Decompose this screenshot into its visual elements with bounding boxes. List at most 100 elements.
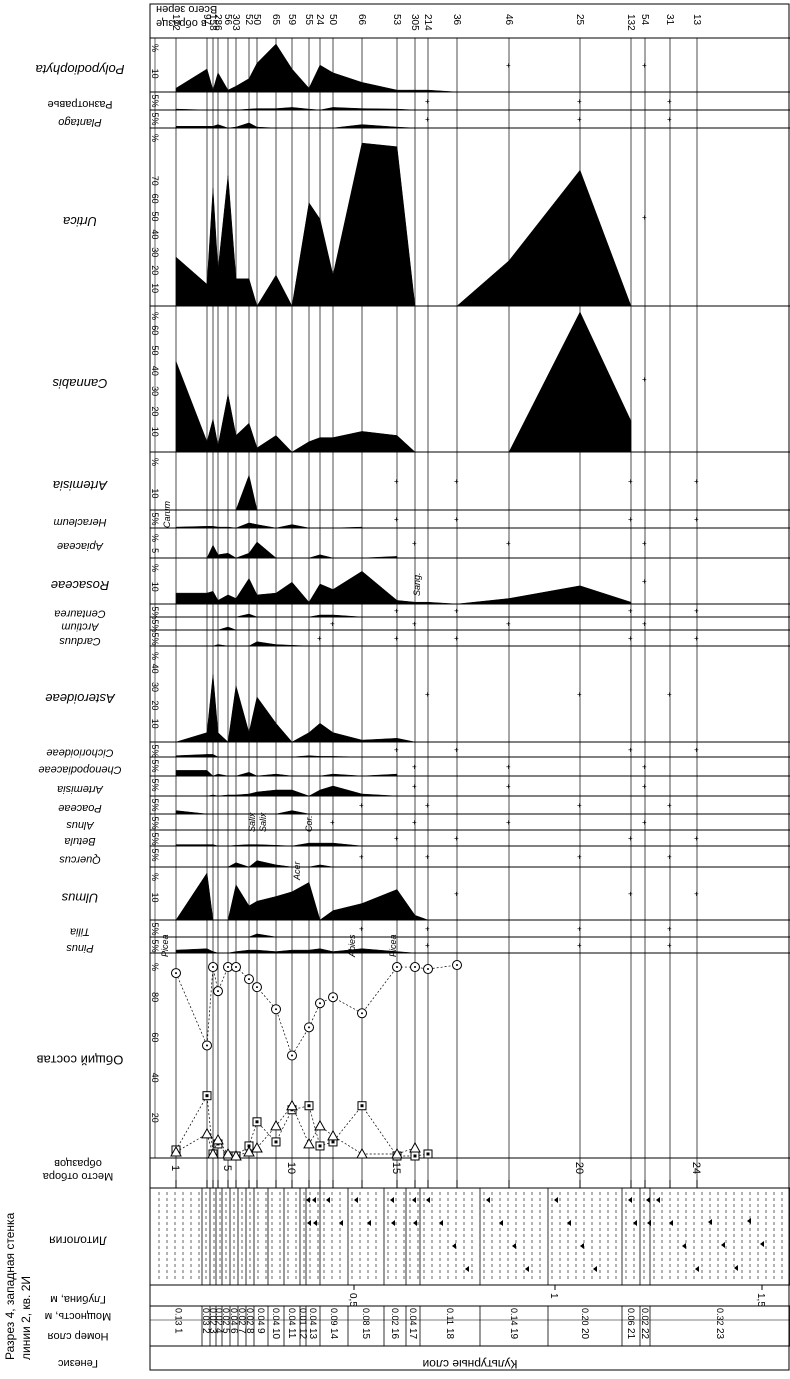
taxon-area <box>175 770 398 777</box>
tick-label: 5% <box>150 632 160 645</box>
general-point-square-dot <box>307 1104 311 1108</box>
general-point-circle-dot <box>332 996 334 999</box>
grain-count: 46 <box>503 14 514 26</box>
presence-marker: + <box>506 539 511 548</box>
presence-marker: + <box>642 620 647 629</box>
presence-marker: + <box>359 925 364 934</box>
layer-number: 4 <box>213 1328 224 1334</box>
presence-marker: + <box>642 818 647 827</box>
lithology-triangle <box>734 1265 738 1271</box>
lithology-triangle <box>656 1197 660 1203</box>
genesis-label: Культурные слои <box>423 1357 518 1371</box>
presence-marker: + <box>642 61 647 70</box>
taxon-area <box>175 43 458 93</box>
taxon-area <box>175 107 416 111</box>
tick-label: % <box>150 564 160 572</box>
tick-label: 5% <box>150 798 160 811</box>
presence-marker: + <box>412 763 417 772</box>
tick-label: 10 <box>150 582 160 592</box>
taxon-area <box>175 522 363 529</box>
general-point-circle-dot <box>319 1002 321 1005</box>
grain-count: 305 <box>409 14 420 31</box>
layer-thickness: 0.04 <box>229 1308 239 1326</box>
general-point-triangle <box>222 1147 234 1159</box>
general-point-square-dot <box>247 1144 251 1148</box>
presence-marker: + <box>628 890 633 899</box>
taxon-area <box>175 122 416 129</box>
layer-thickness: 0.02 <box>214 1308 224 1326</box>
taxon-area <box>175 754 363 758</box>
layer-number: 14 <box>328 1328 339 1340</box>
annotation-label: Abies <box>347 934 357 958</box>
tick-label: 5% <box>150 848 160 861</box>
tick-label: % <box>150 534 160 542</box>
lithology-triangle <box>452 1243 456 1249</box>
presence-marker: + <box>694 634 699 643</box>
tick-label: 40 <box>150 664 160 674</box>
presence-marker: + <box>454 634 459 643</box>
presence-marker: + <box>642 539 647 548</box>
lithology-triangle <box>339 1220 343 1226</box>
presence-marker: + <box>642 577 647 586</box>
layer-thickness: 0.13 <box>174 1308 184 1326</box>
grain-header-line2: в образце <box>156 17 207 29</box>
general-tick: 20 <box>150 1113 160 1123</box>
taxon-label: Tilia <box>70 926 90 938</box>
lithology-triangle <box>708 1219 712 1225</box>
taxon-label: Carduus <box>59 635 101 647</box>
general-tick: % <box>150 963 160 971</box>
general-tick: 60 <box>150 1032 160 1042</box>
grain-count: 31 <box>664 14 675 26</box>
layer-thickness: 0.09 <box>329 1308 339 1326</box>
presence-marker: + <box>425 115 430 124</box>
presence-marker: + <box>642 782 647 791</box>
general-point-circle-dot <box>427 968 429 971</box>
presence-marker: + <box>506 61 511 70</box>
lithology-triangle <box>760 1241 764 1247</box>
taxon-area <box>176 541 398 559</box>
lithology-triangle <box>390 1197 394 1203</box>
sample-tick: 20 <box>573 1162 585 1174</box>
tick-label: 5% <box>150 112 160 125</box>
general-point-square-dot <box>255 1120 259 1124</box>
general-point-square-dot <box>426 1152 430 1156</box>
grain-count: 97 <box>201 14 212 26</box>
layer-thickness: 0.02 <box>237 1308 247 1326</box>
grain-count: 13 <box>691 14 702 26</box>
taxon-area <box>176 641 310 647</box>
grain-count: 303 <box>230 14 241 31</box>
taxon-label: Artemisia <box>53 478 108 493</box>
grain-count: 158 <box>207 14 218 31</box>
taxon-area <box>176 613 363 618</box>
tick-label: 10 <box>150 69 160 79</box>
presence-marker: + <box>506 782 511 791</box>
presence-marker: + <box>412 818 417 827</box>
tick-label: 10 <box>150 719 160 729</box>
presence-marker: + <box>454 746 459 755</box>
presence-marker: + <box>454 477 459 486</box>
tick-label: % <box>150 652 160 660</box>
presence-marker: + <box>628 515 633 524</box>
grain-count: 24 <box>314 14 325 26</box>
sample-tick: 5 <box>221 1165 233 1171</box>
presence-marker: + <box>628 607 633 616</box>
general-point-triangle <box>170 1145 182 1157</box>
layer-thickness: 0.02 <box>390 1308 400 1326</box>
general-point-circle-dot <box>212 966 214 969</box>
grain-count: 52 <box>243 14 254 26</box>
taxon-label: Asteroideae <box>45 691 115 706</box>
layer-number: 13 <box>307 1328 318 1340</box>
layer-thickness: 0.04 <box>287 1308 297 1326</box>
layer-thickness: 0.20 <box>580 1308 590 1326</box>
presence-marker: + <box>628 634 633 643</box>
tick-label: % <box>150 44 160 52</box>
grain-count: 132 <box>625 14 636 31</box>
layer-thickness: 0.14 <box>509 1308 519 1326</box>
presence-marker: + <box>425 801 430 810</box>
layer-number: 9 <box>255 1328 266 1334</box>
taxon-label: Poaceae <box>58 802 101 814</box>
tick-label: % <box>150 312 160 320</box>
general-point-circle-dot <box>275 1008 277 1011</box>
general-point-triangle <box>409 1141 421 1153</box>
